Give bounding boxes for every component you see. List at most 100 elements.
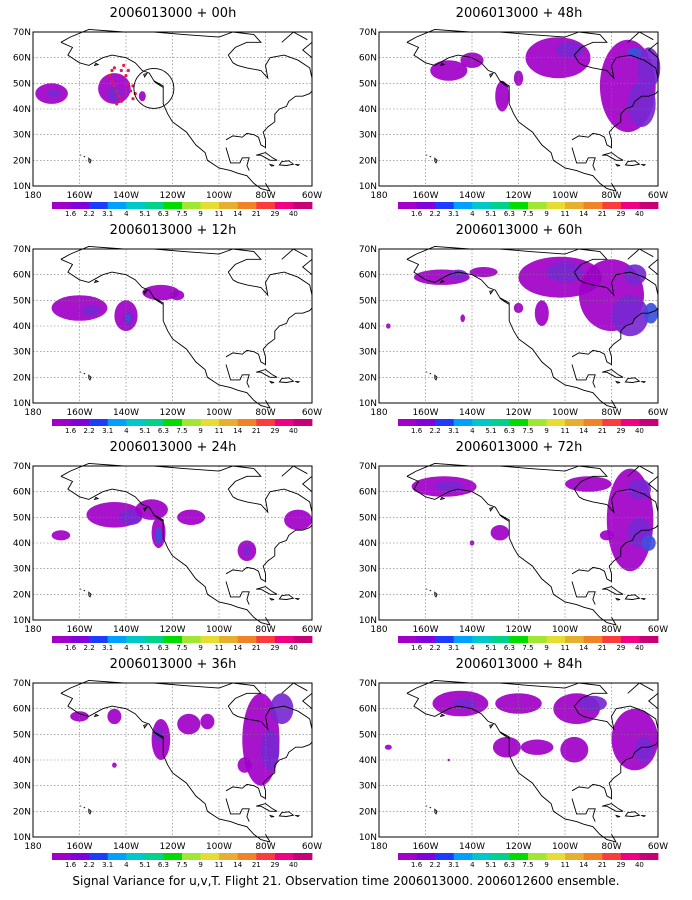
island-outline	[499, 514, 510, 522]
map-panel-36h: 2006013000 + 36h 70N 60N 50N 40N 30N 20N 10N 18…	[0, 651, 346, 868]
lon-label: 80W	[601, 408, 621, 418]
colorbar-label: 29	[616, 427, 625, 434]
observation-point	[112, 66, 116, 70]
colorbar-label: 6.3	[158, 210, 169, 217]
lon-label: 160W	[66, 842, 92, 852]
variance-region	[469, 267, 498, 278]
observation-point	[110, 68, 114, 73]
colorbar-label: 3.1	[448, 210, 459, 217]
coast-segment	[281, 248, 308, 260]
colorbar-swatch	[528, 419, 547, 426]
island-outline	[439, 713, 446, 718]
colorbar-swatch	[472, 636, 492, 643]
colorbar-swatch	[219, 419, 239, 426]
colorbar-label: 4	[470, 210, 475, 217]
island-outline	[80, 805, 82, 807]
colorbar-swatch	[583, 853, 603, 860]
colorbar-label: 4	[470, 861, 475, 868]
coast-segment	[571, 581, 596, 605]
lat-label: 50N	[359, 730, 377, 740]
coast-segment	[60, 679, 234, 694]
colorbar-label: 40	[635, 210, 644, 217]
colorbar-swatch	[274, 636, 294, 643]
colorbar-label: 9	[544, 427, 548, 434]
lon-label: 180	[24, 625, 41, 635]
lat-label: 30N	[359, 348, 377, 358]
panel-title: 2006013000 + 60h	[455, 223, 583, 238]
panel-title: 2006013000 + 24h	[109, 440, 237, 455]
island-outline	[268, 163, 275, 167]
lat-label: 30N	[13, 565, 31, 575]
lat-label: 40N	[359, 539, 377, 549]
coast-segment	[227, 682, 262, 715]
island-outline	[153, 80, 164, 88]
colorbar-swatch	[620, 202, 640, 209]
island-outline	[88, 374, 92, 381]
colorbar-label: 11	[561, 427, 570, 434]
colorbar: 1.6 2.2 3.1 4 5.1 6.3 7.5 9 11 14 21 29 40	[398, 202, 659, 217]
colorbar-label: 6.3	[158, 861, 169, 868]
island-outline	[641, 814, 647, 818]
lon-label: 120W	[159, 408, 185, 418]
colorbar-label: 29	[270, 427, 279, 434]
colorbar-swatch	[565, 202, 585, 209]
colorbar-swatch	[163, 853, 183, 860]
colorbar-swatch	[453, 202, 473, 209]
coast-segment	[571, 147, 596, 171]
variance-fields	[386, 256, 658, 337]
colorbar-swatch	[219, 636, 239, 643]
colorbar-swatch	[219, 202, 239, 209]
coast-segment	[225, 90, 313, 149]
colorbar-swatch	[89, 636, 109, 643]
coast-segment	[647, 41, 659, 59]
coast-segment	[573, 465, 608, 498]
colorbar-swatch	[126, 202, 146, 209]
lon-label: 160W	[66, 625, 92, 635]
variance-region	[448, 269, 468, 280]
colorbar-swatch	[620, 636, 640, 643]
colorbar-swatch	[52, 419, 71, 426]
colorbar-label: 29	[616, 644, 625, 651]
colorbar-label: 3.1	[448, 861, 459, 868]
island-outline	[80, 154, 82, 156]
colorbar-label: 7.5	[522, 427, 533, 434]
variance-region	[284, 509, 313, 531]
lon-label: 180	[24, 408, 41, 418]
colorbar-label: 21	[252, 644, 261, 651]
island-outline	[278, 594, 295, 600]
variance-region	[138, 91, 146, 102]
island-outline	[434, 591, 438, 598]
variance-region	[126, 314, 131, 323]
colorbar-swatch	[490, 853, 510, 860]
variance-fields	[411, 468, 656, 572]
coast-segment	[60, 692, 271, 843]
colorbar-label: 21	[252, 210, 261, 217]
island-outline	[429, 589, 432, 592]
island-outline	[489, 506, 494, 512]
colorbar-swatch	[435, 202, 455, 209]
colorbar-label: 14	[233, 861, 242, 868]
island-outline	[153, 731, 164, 739]
colorbar-label: 4	[470, 427, 475, 434]
variance-region	[611, 708, 659, 771]
lat-label: 60N	[13, 705, 31, 715]
colorbar-label: 2.2	[84, 861, 95, 868]
lat-label: 20N	[359, 590, 377, 600]
lon-label: 120W	[159, 625, 185, 635]
variance-region	[386, 323, 391, 329]
colorbar-swatch	[200, 419, 220, 426]
lon-label: 160W	[66, 408, 92, 418]
colorbar: 1.6 2.2 3.1 4 5.1 6.3 7.5 9 11 14 21 29 40	[52, 419, 313, 434]
coast-segment	[225, 798, 250, 822]
lat-label: 50N	[13, 296, 31, 306]
colorbar-label: 5.1	[139, 644, 150, 651]
island-outline	[268, 814, 275, 818]
island-outline	[153, 297, 164, 305]
lat-label: 10N	[359, 616, 377, 626]
colorbar-swatch	[274, 853, 294, 860]
coast-segment	[232, 54, 313, 80]
colorbar-label: 21	[252, 427, 261, 434]
lat-label: 10N	[359, 833, 377, 843]
colorbar-swatch	[163, 419, 183, 426]
